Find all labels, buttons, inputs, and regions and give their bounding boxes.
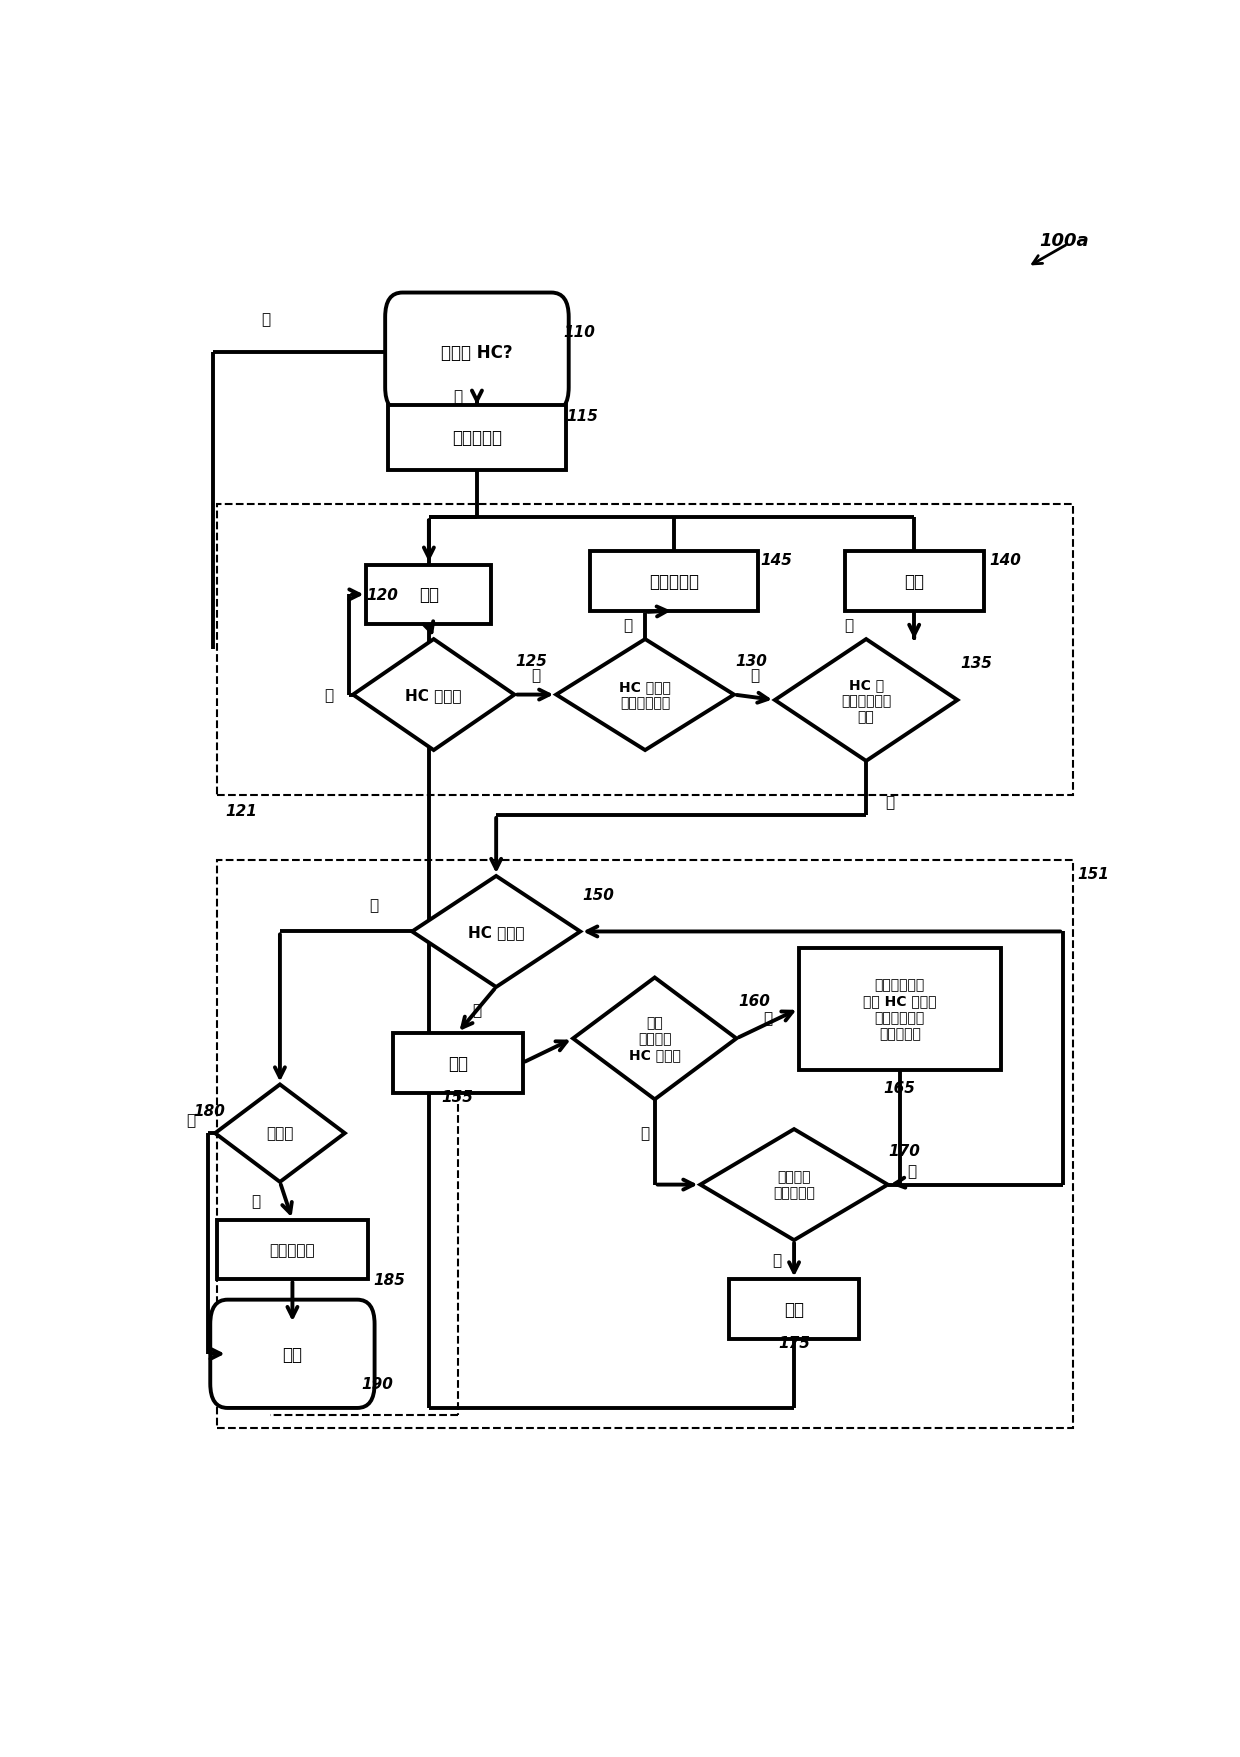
Text: 151: 151	[1078, 866, 1110, 882]
Text: 圈闭共享
成藏边界？: 圈闭共享 成藏边界？	[773, 1170, 815, 1200]
Text: 120: 120	[366, 587, 398, 603]
Text: 是: 是	[763, 1010, 773, 1026]
Text: 180: 180	[193, 1103, 226, 1117]
Text: 否: 否	[252, 1193, 260, 1209]
Text: 合并: 合并	[784, 1300, 804, 1318]
FancyBboxPatch shape	[844, 552, 983, 611]
Text: 125: 125	[516, 654, 547, 669]
Text: 100a: 100a	[1039, 232, 1089, 249]
Text: 121: 121	[226, 805, 257, 819]
Text: 150: 150	[583, 887, 615, 903]
Text: HC 在
边界（外晕）
处？: HC 在 边界（外晕） 处？	[841, 678, 892, 724]
Text: 是: 是	[453, 390, 463, 404]
FancyBboxPatch shape	[388, 406, 565, 471]
Text: HC 已到达
填充的圈闭？: HC 已到达 填充的圈闭？	[619, 680, 671, 710]
Text: 识别圈闭峰: 识别圈闭峰	[451, 429, 502, 446]
Text: 是: 是	[844, 618, 853, 633]
Text: 否: 否	[908, 1163, 916, 1179]
Text: 115: 115	[567, 409, 598, 423]
FancyBboxPatch shape	[590, 552, 758, 611]
Text: 135: 135	[960, 655, 992, 669]
Text: 155: 155	[441, 1089, 474, 1105]
Polygon shape	[412, 877, 580, 987]
Text: HC 过量？: HC 过量？	[467, 924, 525, 940]
Text: 165: 165	[884, 1081, 915, 1095]
Text: 是: 是	[472, 1003, 481, 1017]
Text: 传送外晕上的
过量 HC 体积、
最小位势以及
索引和列表: 传送外晕上的 过量 HC 体积、 最小位势以及 索引和列表	[863, 977, 936, 1040]
Text: 成藏: 成藏	[448, 1054, 467, 1072]
Text: 是: 是	[773, 1253, 781, 1267]
Text: HC 运移？: HC 运移？	[405, 687, 463, 703]
Polygon shape	[215, 1084, 345, 1182]
Text: 160: 160	[738, 993, 770, 1009]
Text: 140: 140	[990, 552, 1021, 568]
Text: 是: 是	[325, 687, 334, 703]
FancyBboxPatch shape	[799, 949, 1001, 1070]
Text: 110: 110	[563, 325, 595, 341]
Text: 否: 否	[885, 794, 895, 810]
Text: 与圈闭合并: 与圈闭合并	[649, 573, 699, 590]
Bar	[217, 504, 1073, 796]
Text: 否: 否	[531, 668, 539, 682]
Text: 是: 是	[186, 1112, 196, 1128]
Text: 190: 190	[362, 1376, 393, 1392]
Text: 退出: 退出	[283, 1346, 303, 1363]
Text: 否: 否	[641, 1126, 650, 1140]
FancyBboxPatch shape	[393, 1033, 522, 1093]
FancyBboxPatch shape	[386, 293, 569, 413]
Text: 侵入: 侵入	[419, 587, 439, 604]
Polygon shape	[775, 640, 957, 761]
Polygon shape	[573, 979, 737, 1100]
Text: 否: 否	[260, 311, 270, 327]
FancyBboxPatch shape	[211, 1300, 374, 1407]
FancyBboxPatch shape	[729, 1279, 859, 1339]
Text: 另一
处理器上
HC 成藏？: 另一 处理器上 HC 成藏？	[629, 1016, 681, 1061]
FancyBboxPatch shape	[217, 1219, 368, 1279]
Text: 是: 是	[624, 618, 632, 633]
Text: 185: 185	[373, 1272, 405, 1288]
Polygon shape	[701, 1130, 888, 1240]
Bar	[217, 861, 1073, 1428]
Text: 170: 170	[888, 1144, 920, 1158]
Text: 通信: 通信	[904, 573, 924, 590]
Text: 175: 175	[779, 1335, 810, 1351]
Text: 否: 否	[750, 668, 759, 682]
Text: 130: 130	[735, 654, 768, 669]
Text: 145: 145	[760, 552, 792, 568]
Polygon shape	[557, 640, 734, 750]
Text: 否: 否	[370, 898, 378, 912]
Text: 更新油位势: 更新油位势	[269, 1242, 315, 1258]
Text: 已排出 HC?: 已排出 HC?	[441, 344, 513, 362]
FancyBboxPatch shape	[367, 566, 491, 625]
Polygon shape	[353, 640, 515, 750]
Text: 溢出？: 溢出？	[267, 1126, 294, 1140]
